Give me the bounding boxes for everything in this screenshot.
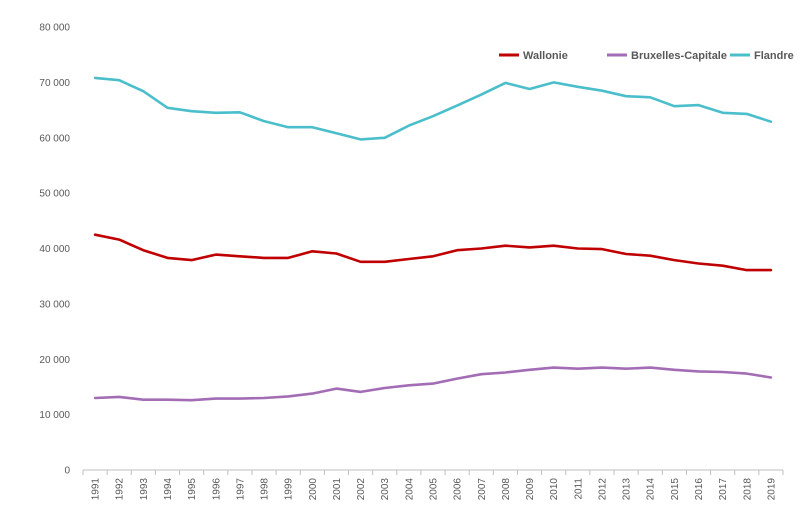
x-tick-label: 1998	[260, 478, 271, 501]
x-tick-label: 2008	[501, 478, 512, 501]
x-tick-label: 2003	[380, 478, 391, 501]
x-tick-label: 1999	[284, 478, 295, 501]
x-tick-label: 1993	[139, 478, 150, 501]
x-tick-label: 2004	[404, 478, 415, 501]
legend: Wallonie Bruxelles-Capitale Flandre	[499, 50, 794, 62]
x-tick-label: 2011	[573, 478, 584, 500]
y-tick-label: 40 000	[39, 244, 70, 255]
x-tick-label: 2007	[477, 478, 488, 501]
x-tick-label: 2013	[622, 478, 633, 501]
y-tick-label: 20 000	[39, 355, 70, 366]
y-tick-label: 80 000	[39, 23, 70, 34]
y-axis: 0 10 000 20 000 30 000 40 000 50 000 60 000 70 …	[39, 23, 70, 477]
x-tick-label: 2014	[646, 478, 657, 501]
x-tick-label: 2010	[549, 478, 560, 501]
x-tick-label: 2002	[356, 478, 367, 501]
x-tick-label: 1995	[187, 478, 198, 501]
x-tick-label: 2016	[694, 478, 705, 501]
series-line-wallonie	[93, 233, 773, 272]
x-tick-label: 2017	[718, 478, 729, 501]
x-tick-label: 1991	[91, 478, 102, 501]
x-tick-label: 2001	[332, 478, 343, 501]
x-tick-label: 2005	[429, 478, 440, 501]
y-tick-label: 50 000	[39, 189, 70, 200]
series-line-flandre	[93, 76, 773, 141]
x-tick-label: 1994	[163, 478, 174, 501]
y-tick-label: 10 000	[39, 410, 70, 421]
x-tick-label: 1992	[115, 478, 126, 501]
x-tick-label: 2019	[766, 478, 777, 501]
y-tick-label: 30 000	[39, 299, 70, 310]
series-line-bruxelles-capitale	[93, 366, 773, 402]
legend-label-bruxelles-capitale: Bruxelles-Capitale	[631, 50, 727, 62]
x-tick-label: 1997	[235, 478, 246, 501]
legend-label-flandre: Flandre	[754, 50, 794, 62]
y-tick-label: 60 000	[39, 133, 70, 144]
x-axis: 1991 1992 1993 1994 1995 1996 1997 1998 1999 2000…	[82, 469, 784, 501]
x-tick-label: 2009	[525, 478, 536, 501]
x-tick-label: 2018	[742, 478, 753, 501]
series-layer	[93, 76, 773, 402]
y-tick-label: 0	[64, 466, 70, 477]
legend-label-wallonie: Wallonie	[523, 50, 568, 62]
x-tick-label: 2012	[597, 478, 608, 501]
x-tick-label: 1996	[211, 478, 222, 501]
y-tick-label: 70 000	[39, 78, 70, 89]
x-tick-label: 2006	[453, 478, 464, 501]
x-tick-label: 2015	[670, 478, 681, 501]
x-tick-label: 2000	[308, 478, 319, 501]
